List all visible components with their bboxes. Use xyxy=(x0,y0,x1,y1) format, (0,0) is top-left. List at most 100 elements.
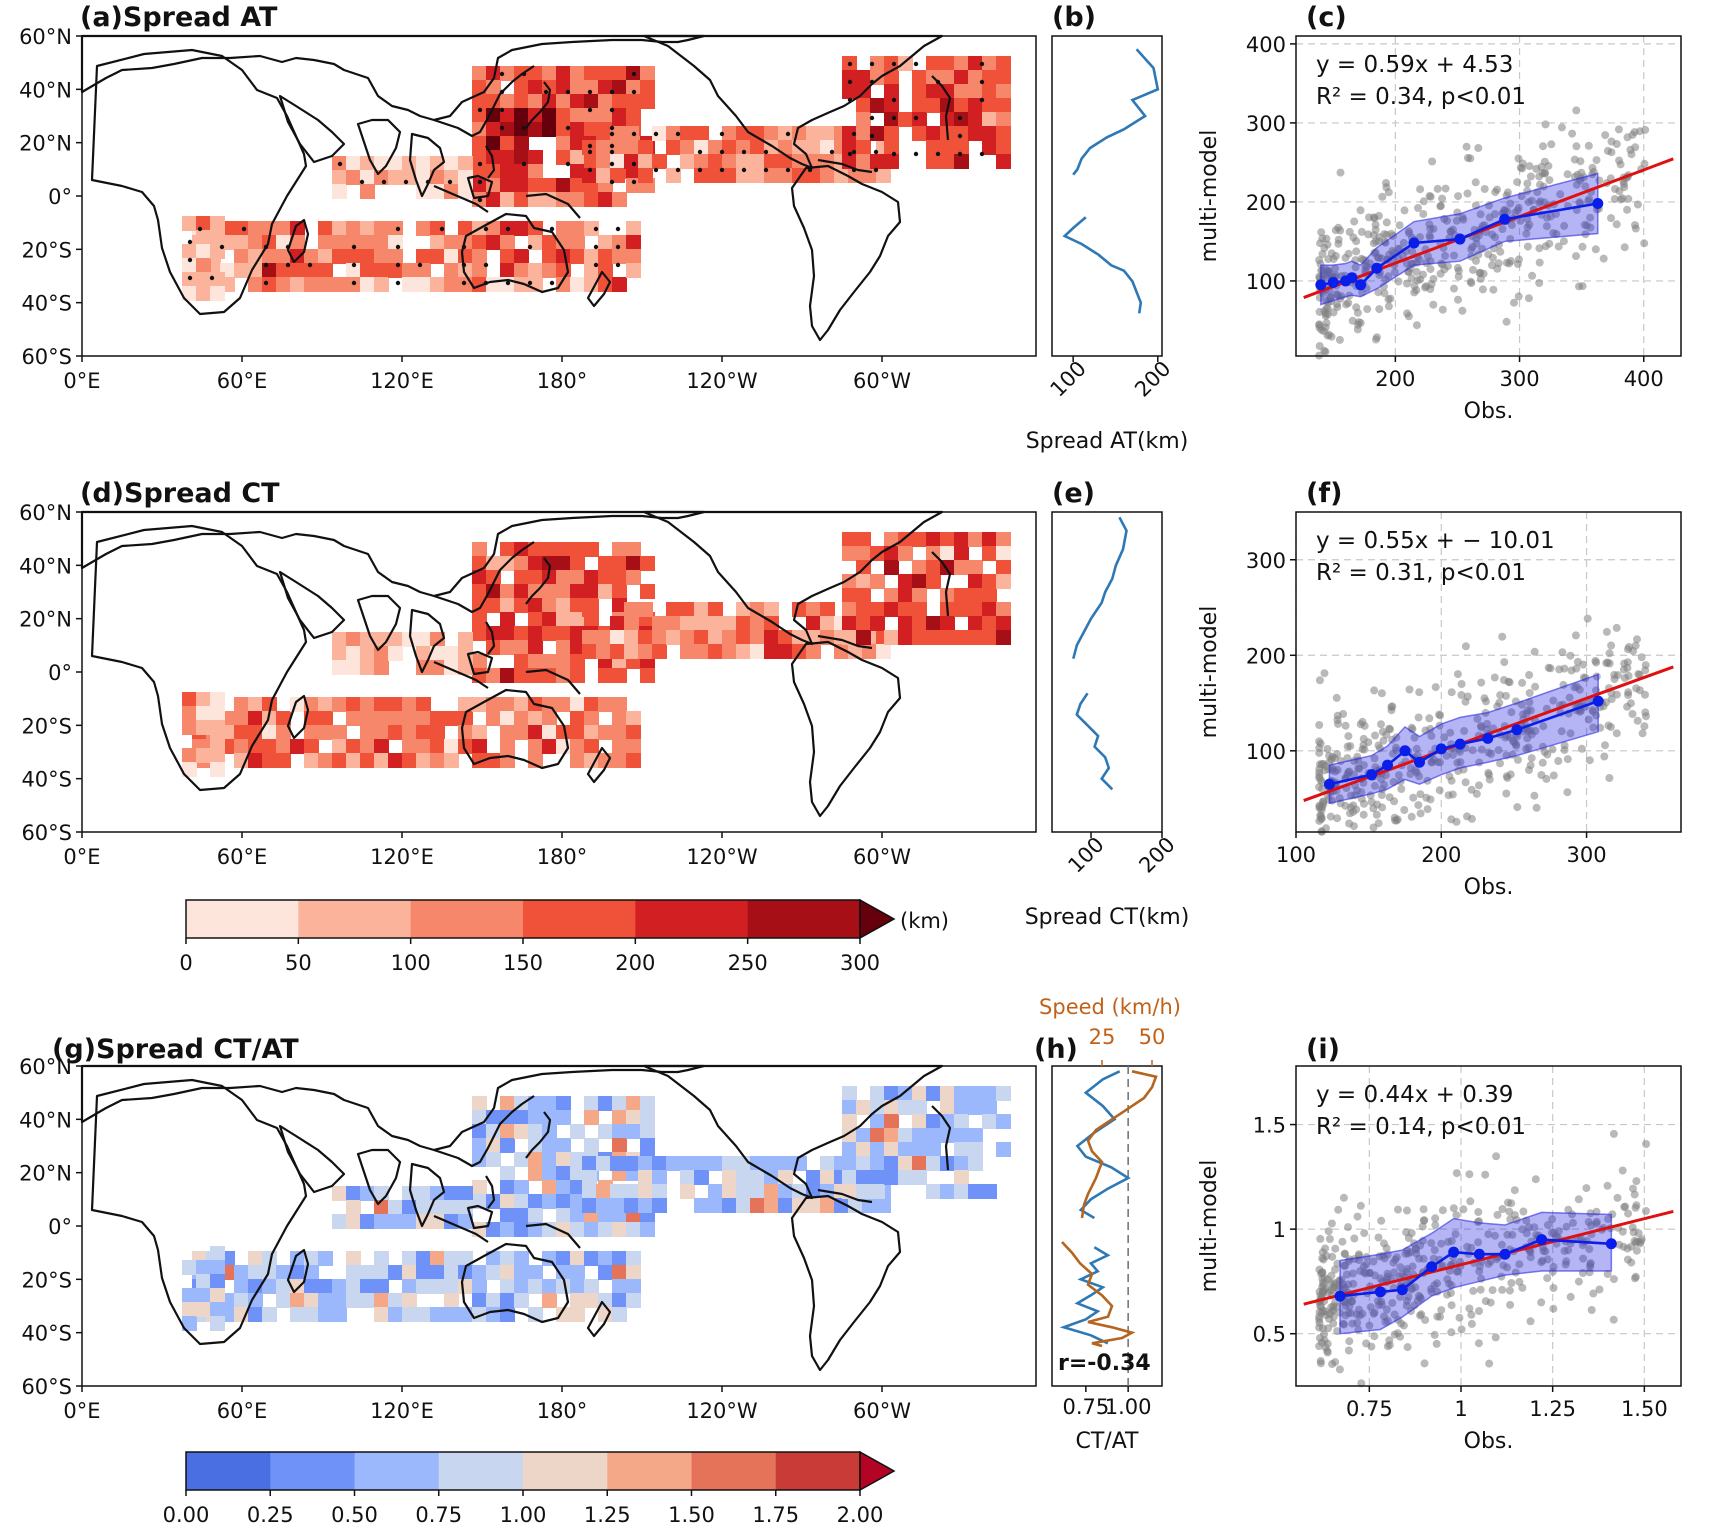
scatter-point xyxy=(1384,188,1393,197)
scatter-point xyxy=(1411,1283,1420,1292)
axes-frame xyxy=(1295,511,1682,833)
scatter-point xyxy=(1550,1229,1559,1237)
scatter-point xyxy=(1538,758,1547,767)
scatter-point xyxy=(1556,190,1565,199)
scatter-point xyxy=(1453,670,1462,679)
scatter-point xyxy=(1382,1244,1391,1253)
y-axis-label: multi-model xyxy=(1197,1160,1222,1293)
colorbar-segment xyxy=(635,900,749,938)
scatter-point xyxy=(1332,693,1341,702)
x-tick-label: 100 xyxy=(1063,832,1108,877)
panel-title-h: (h) xyxy=(1034,1034,1078,1065)
scatter-point xyxy=(1388,1299,1397,1307)
scatter-point xyxy=(1377,689,1386,698)
scatter-point xyxy=(1422,793,1431,802)
panel-title-a: (a)Spread AT xyxy=(80,2,278,33)
scatter-point xyxy=(1453,263,1462,272)
scatter-point xyxy=(1333,814,1342,823)
scatter-point xyxy=(1426,285,1435,294)
scatter-point xyxy=(1492,1152,1501,1161)
colorbar-segment xyxy=(186,1452,271,1490)
scatter-point xyxy=(1544,663,1553,672)
x-tick-label: 1 xyxy=(1454,1397,1467,1421)
scatter-point xyxy=(1344,732,1353,741)
colorbar-tick-label: 100 xyxy=(391,951,431,975)
colorbar-tick-label: 300 xyxy=(840,951,880,975)
scatter-point xyxy=(1318,803,1327,812)
scatter-point xyxy=(1631,224,1640,233)
scatter-point xyxy=(1385,250,1393,259)
scatter-point xyxy=(1328,1252,1337,1261)
scatter-point xyxy=(1448,750,1457,759)
scatter-point xyxy=(1408,247,1417,256)
scatter-point xyxy=(1450,284,1458,293)
scatter-point xyxy=(1549,1284,1558,1292)
colorbar-segment xyxy=(410,900,524,938)
regression-equation: y = 0.44x + 0.39 xyxy=(1316,1082,1513,1108)
scatter-point xyxy=(1430,1330,1439,1339)
scatter-c xyxy=(1290,35,1682,362)
scatter-point xyxy=(1632,684,1641,693)
x-tick-label: 1.25 xyxy=(1529,1397,1576,1421)
scatter-point xyxy=(1410,733,1419,742)
scatter-point xyxy=(1419,1205,1428,1214)
lon-tick-label: 180° xyxy=(537,845,588,869)
scatter-point xyxy=(1493,264,1502,273)
scatter-point xyxy=(1584,715,1593,724)
colorbar-tick-label: 50 xyxy=(285,951,312,975)
scatter-point xyxy=(1566,1292,1575,1301)
scatter-point xyxy=(1349,801,1358,810)
scatter-point xyxy=(1344,1309,1353,1317)
scatter-point xyxy=(1354,318,1363,327)
scatter-point xyxy=(1437,1306,1446,1315)
scatter-point xyxy=(1535,279,1544,287)
scatter-point xyxy=(1348,1269,1357,1278)
scatter-point xyxy=(1457,691,1466,699)
lon-tick-label: 120°W xyxy=(686,369,758,393)
scatter-point xyxy=(1506,1300,1515,1309)
lon-tick-label: 60°W xyxy=(853,845,911,869)
scatter-point xyxy=(1327,755,1336,764)
scatter-point xyxy=(1539,142,1547,151)
scatter-point xyxy=(1540,748,1549,756)
scatter-point xyxy=(1562,1257,1571,1266)
scatter-point xyxy=(1607,214,1615,223)
scatter-point xyxy=(1523,179,1532,188)
binned-mean-point xyxy=(1315,279,1327,291)
scatter-point xyxy=(1477,678,1486,687)
scatter-point xyxy=(1484,1259,1493,1268)
scatter-point xyxy=(1585,756,1594,765)
scatter-point xyxy=(1468,243,1477,251)
scatter-point xyxy=(1400,206,1409,215)
scatter-point xyxy=(1524,294,1533,303)
scatter-point xyxy=(1357,1379,1366,1388)
scatter-point xyxy=(1427,1239,1436,1248)
scatter-point xyxy=(1491,1231,1499,1240)
scatter-point xyxy=(1513,755,1522,764)
profile-frame xyxy=(1051,35,1163,357)
scatter-point xyxy=(1525,220,1534,229)
scatter-point xyxy=(1474,1208,1483,1216)
scatter-point xyxy=(1371,731,1379,740)
colorbar-extend-arrow xyxy=(859,1450,896,1492)
scatter-point xyxy=(1607,137,1616,146)
scatter-point xyxy=(1548,1267,1557,1276)
scatter-point xyxy=(1614,125,1623,134)
scatter-point xyxy=(1438,1206,1447,1215)
scatter-point xyxy=(1621,1202,1630,1211)
scatter-point xyxy=(1394,771,1403,780)
x-tick-label: 0.75 xyxy=(1062,1395,1109,1419)
scatter-point xyxy=(1344,249,1353,258)
scatter-point xyxy=(1525,671,1534,679)
scatter-point xyxy=(1414,801,1423,810)
y-axis-label: multi-model xyxy=(1197,130,1222,263)
scatter-point xyxy=(1500,658,1509,667)
scatter-point xyxy=(1321,1244,1330,1253)
scatter-point xyxy=(1374,288,1383,297)
scatter-point xyxy=(1640,239,1649,248)
scatter-point xyxy=(1549,771,1558,780)
scatter-point xyxy=(1344,1346,1353,1355)
x-tick-label: 400 xyxy=(1624,367,1664,391)
scatter-point xyxy=(1530,1223,1539,1232)
scatter-point xyxy=(1568,129,1577,138)
